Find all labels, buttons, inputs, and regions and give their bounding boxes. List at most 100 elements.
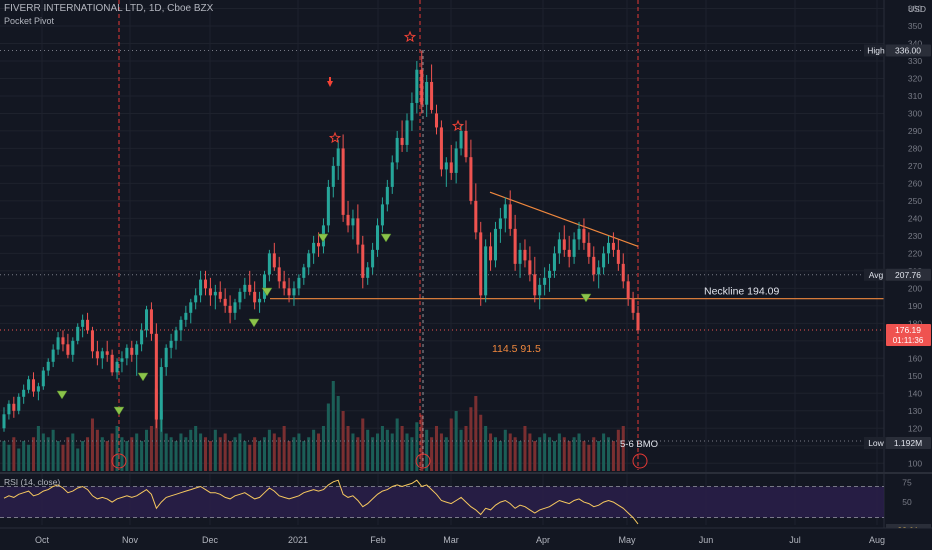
candle-body [479, 232, 483, 296]
price-tick-label: 230 [908, 231, 922, 241]
volume-bar [140, 441, 144, 471]
candle-body [602, 253, 606, 268]
candle-body [22, 389, 26, 397]
price-tick-label: 100 [908, 458, 922, 468]
volume-bar [606, 437, 611, 471]
volume-bar [218, 437, 222, 471]
candle-body [611, 242, 615, 250]
candle-body [7, 403, 11, 415]
star-marker [403, 30, 417, 43]
candle-body [493, 228, 497, 261]
volume-bar [135, 433, 139, 471]
candle-body [179, 319, 183, 331]
price-tick-label: 300 [908, 108, 922, 118]
volume-bar [503, 429, 507, 471]
volume-bar [36, 426, 40, 471]
volume-bar [577, 433, 581, 471]
volume-bar [321, 426, 325, 471]
volume-bar [100, 437, 104, 471]
volume-bar [145, 429, 149, 471]
candle-body [248, 284, 252, 292]
volume-bar [41, 433, 45, 471]
month-label: May [618, 535, 636, 545]
candle-body [76, 326, 80, 341]
candle-body [203, 279, 208, 289]
candle-body [312, 242, 316, 254]
volume-bar [385, 429, 389, 471]
volume-bar [282, 426, 286, 471]
volume-bar [587, 444, 591, 471]
candle-body [317, 242, 321, 247]
volume-bar [27, 444, 31, 471]
volume-bar [420, 414, 424, 471]
candle-body [587, 242, 591, 257]
candle-body [105, 351, 109, 355]
volume-bar [22, 441, 26, 471]
candle-body [71, 340, 75, 355]
candle-body [395, 137, 399, 163]
volume-bar [228, 441, 232, 471]
volume-bar [199, 433, 203, 471]
candle-body [297, 277, 301, 289]
pocket-pivot-marker [261, 287, 273, 297]
volume-bar [179, 433, 183, 471]
candle-body [17, 396, 21, 411]
candle-body [169, 340, 173, 348]
month-label: Jun [699, 535, 714, 545]
month-label: Nov [122, 535, 139, 545]
candle-body [140, 330, 144, 345]
candle-body [390, 162, 394, 187]
price-tick-label: 160 [908, 353, 922, 363]
candle-body [464, 130, 468, 158]
pocket-pivot-marker [113, 406, 125, 416]
volume-bar [498, 441, 502, 471]
volume-bar [169, 437, 173, 471]
price-tick-label: 320 [908, 73, 922, 83]
price-tag-value: 207.76 [895, 270, 921, 280]
candle-body [46, 361, 50, 371]
measure-text: 114.5 91.5 [492, 343, 541, 355]
volume-bar [444, 437, 448, 471]
indicator-title: Pocket Pivot [4, 16, 55, 26]
volume-bar [434, 426, 439, 471]
volume-bar [346, 426, 350, 471]
volume-bar [351, 433, 355, 471]
pocket-pivot-marker [380, 233, 392, 243]
volume-bar [459, 429, 463, 471]
candle-body [597, 267, 601, 275]
candle-body [366, 267, 370, 278]
volume-bar [154, 388, 158, 471]
month-label: Oct [35, 535, 50, 545]
volume-bar [203, 437, 208, 471]
volume-bar [46, 437, 50, 471]
candle-body [292, 288, 296, 296]
pocket-pivot-marker [56, 390, 68, 400]
volume-bar [51, 429, 55, 471]
month-label: Jul [789, 535, 801, 545]
volume-bar [164, 433, 168, 471]
candle-body [199, 279, 203, 296]
candle-body [361, 244, 365, 278]
price-tick-label: 280 [908, 143, 922, 153]
event-circle [111, 453, 127, 469]
volume-bar [61, 444, 65, 471]
rsi-tick-label: 75 [902, 478, 912, 488]
countdown-value: 01:11:36 [893, 336, 924, 345]
volume-bar [238, 433, 242, 471]
candle-body [439, 127, 443, 170]
volume-bar [469, 407, 473, 471]
candle-body [233, 302, 237, 313]
volume-bar [90, 418, 94, 471]
month-label: Mar [443, 535, 459, 545]
volume-bar [56, 441, 60, 471]
volume-bar [592, 437, 596, 471]
candle-body [621, 263, 625, 282]
candle-body [577, 228, 581, 240]
candle-body [135, 344, 139, 355]
volume-bar [474, 396, 478, 471]
volume-bar [174, 441, 178, 471]
price-tick-label: 360 [908, 3, 922, 13]
month-label: Aug [869, 535, 885, 545]
candle-body [346, 214, 350, 226]
